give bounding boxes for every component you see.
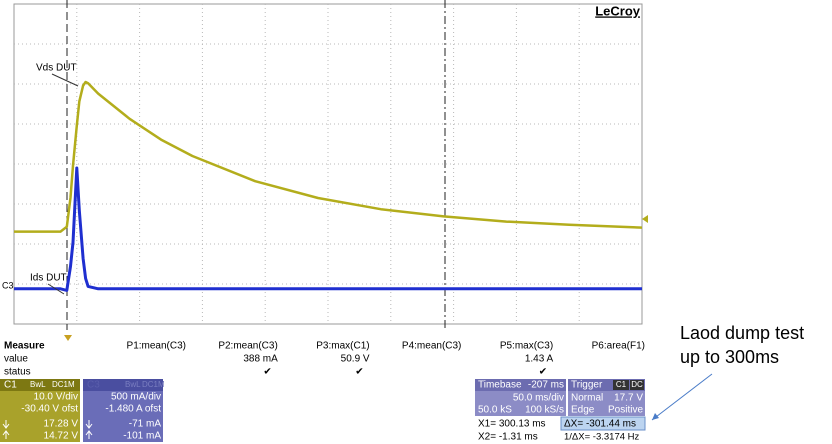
trigger-title: Trigger: [571, 380, 603, 391]
trace: [14, 80, 643, 233]
channel-marker: C3: [2, 280, 14, 290]
channel-label: C1: [4, 380, 17, 391]
measure-name: P2:mean(C3): [218, 341, 277, 352]
trigger-level-marker: [642, 215, 648, 223]
measure-name: P5:max(C3): [500, 341, 553, 352]
timebase-header: [475, 379, 566, 391]
dx-highlight: [560, 416, 646, 431]
trace-label: Ids DUT: [30, 273, 67, 284]
leader: [47, 283, 65, 295]
tag: BwL: [30, 380, 46, 389]
annotation: Laod dump test: [680, 323, 804, 343]
time-scale: 50.0 ms/div: [513, 393, 564, 404]
leader: [51, 73, 79, 87]
cursor-value: 17.28 V: [44, 419, 79, 430]
trigger-mode: Normal: [571, 393, 603, 404]
tag-bg: [613, 380, 629, 390]
scale: 500 mA/div: [111, 392, 161, 403]
tag: C1: [616, 380, 627, 389]
trigger-slope: Positive: [608, 405, 643, 416]
tag: DC: [631, 380, 643, 389]
row-label: value: [4, 354, 28, 365]
offset: -30.40 V ofst: [21, 404, 78, 415]
samples: 50.0 kS: [478, 405, 512, 416]
tag: DC1M: [52, 380, 75, 389]
c1-header: [0, 379, 80, 391]
channel-label: C3: [87, 380, 100, 391]
trace: [14, 166, 642, 292]
sample-rate: 100 kS/s: [525, 405, 564, 416]
offset: -1.480 A ofst: [105, 404, 161, 415]
measure-name: P1:mean(C3): [127, 341, 186, 352]
brand: LeCroy: [595, 3, 641, 18]
scale: 10.0 V/div: [34, 392, 78, 403]
tag: BwL: [125, 380, 141, 389]
cursor-arrows: [2, 420, 10, 439]
measure-status: ✔: [263, 367, 271, 378]
measure-value: 388 mA: [243, 354, 278, 365]
cursor-x1-readout: X1= 300.13 ms: [478, 419, 546, 430]
trigger-level: 17.7 V: [614, 393, 643, 404]
measure-status: ✔: [539, 367, 547, 378]
row-label: status: [4, 367, 31, 378]
measure-value: 1.43 A: [525, 354, 554, 365]
trigger-position-marker: [64, 335, 72, 341]
measure-value: 50.9 V: [341, 354, 370, 365]
cursor-value: 14.72 V: [44, 431, 79, 442]
cursor-invdx-readout: 1/ΔX= -3.3174 Hz: [564, 432, 640, 443]
measure-table: P1:mean(C3) P2:mean(C3) 388 mA ✔ P3:max(C1) 5…: [127, 341, 645, 378]
tag-bg: [630, 380, 644, 390]
trigger-type: Edge: [571, 405, 595, 416]
annotation: up to 300ms: [680, 347, 779, 367]
tag: DC1M: [142, 380, 165, 389]
trace-label: Vds DUT: [36, 63, 77, 74]
traces: [14, 80, 643, 292]
arrow-head: [652, 413, 659, 420]
grid: [14, 4, 642, 324]
annotation-arrow: [651, 373, 713, 421]
cursor-value: -71 mA: [129, 419, 162, 430]
measure-name: P6:area(F1): [592, 341, 645, 352]
timebase-title: Timebase: [478, 380, 522, 391]
cursor-arrows: [85, 420, 93, 439]
measure-status: ✔: [355, 367, 363, 378]
delay: -207 ms: [528, 380, 564, 391]
cursor-dx-readout: ΔX= -301.44 ms: [564, 419, 636, 430]
measure-name: P3:max(C1): [316, 341, 369, 352]
cursor-x2-readout: X2= -1.31 ms: [478, 432, 538, 443]
measure-name: P4:mean(C3): [402, 341, 461, 352]
c3-header: [83, 379, 163, 391]
measure-title: Measure: [4, 341, 45, 352]
cursor-value: -101 mA: [123, 431, 161, 442]
